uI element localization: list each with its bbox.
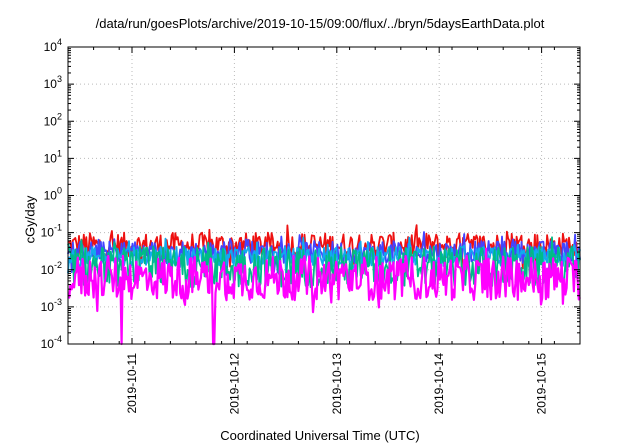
y-tick-label: 102 bbox=[44, 111, 62, 128]
y-tick-exponent: -3 bbox=[54, 297, 62, 307]
y-tick-label: 10-2 bbox=[41, 260, 62, 277]
y-tick-exponent: 0 bbox=[57, 186, 62, 196]
y-tick-exponent: -1 bbox=[54, 223, 62, 233]
y-tick-base: 10 bbox=[41, 263, 55, 277]
y-tick-base: 10 bbox=[44, 114, 58, 128]
series-layer bbox=[67, 224, 581, 346]
y-tick-base: 10 bbox=[41, 226, 55, 240]
y-tick-exponent: 2 bbox=[57, 111, 62, 121]
series-line bbox=[67, 247, 581, 346]
y-tick-base: 10 bbox=[41, 337, 55, 351]
x-axis-label: Coordinated Universal Time (UTC) bbox=[220, 428, 420, 443]
y-tick-base: 10 bbox=[44, 77, 58, 91]
tick-layer: 10-410-310-210-11001011021031042019-10-1… bbox=[41, 37, 581, 415]
y-tick-label: 100 bbox=[44, 186, 62, 203]
y-tick-exponent: -2 bbox=[54, 260, 62, 270]
y-tick-exponent: -4 bbox=[54, 334, 62, 344]
grid-layer bbox=[68, 47, 580, 344]
x-tick-label: 2019-10-11 bbox=[125, 353, 139, 414]
y-tick-base: 10 bbox=[41, 300, 55, 314]
y-tick-label: 10-3 bbox=[41, 297, 62, 314]
y-tick-label: 10-1 bbox=[41, 223, 62, 240]
x-tick-label: 2019-10-15 bbox=[535, 353, 549, 415]
y-tick-base: 10 bbox=[44, 40, 58, 54]
chart-title: /data/run/goesPlots/archive/2019-10-15/0… bbox=[95, 16, 545, 31]
y-tick-exponent: 3 bbox=[57, 74, 62, 84]
y-tick-exponent: 1 bbox=[57, 148, 62, 158]
y-tick-exponent: 4 bbox=[57, 37, 62, 47]
y-tick-base: 10 bbox=[44, 151, 58, 165]
y-tick-label: 104 bbox=[44, 37, 62, 54]
x-tick-label: 2019-10-13 bbox=[330, 353, 344, 415]
x-tick-label: 2019-10-14 bbox=[432, 353, 446, 415]
y-tick-label: 101 bbox=[44, 148, 62, 165]
y-tick-base: 10 bbox=[44, 189, 58, 203]
x-tick-label: 2019-10-12 bbox=[227, 353, 241, 415]
y-tick-label: 103 bbox=[44, 74, 62, 91]
y-tick-label: 10-4 bbox=[41, 334, 62, 351]
